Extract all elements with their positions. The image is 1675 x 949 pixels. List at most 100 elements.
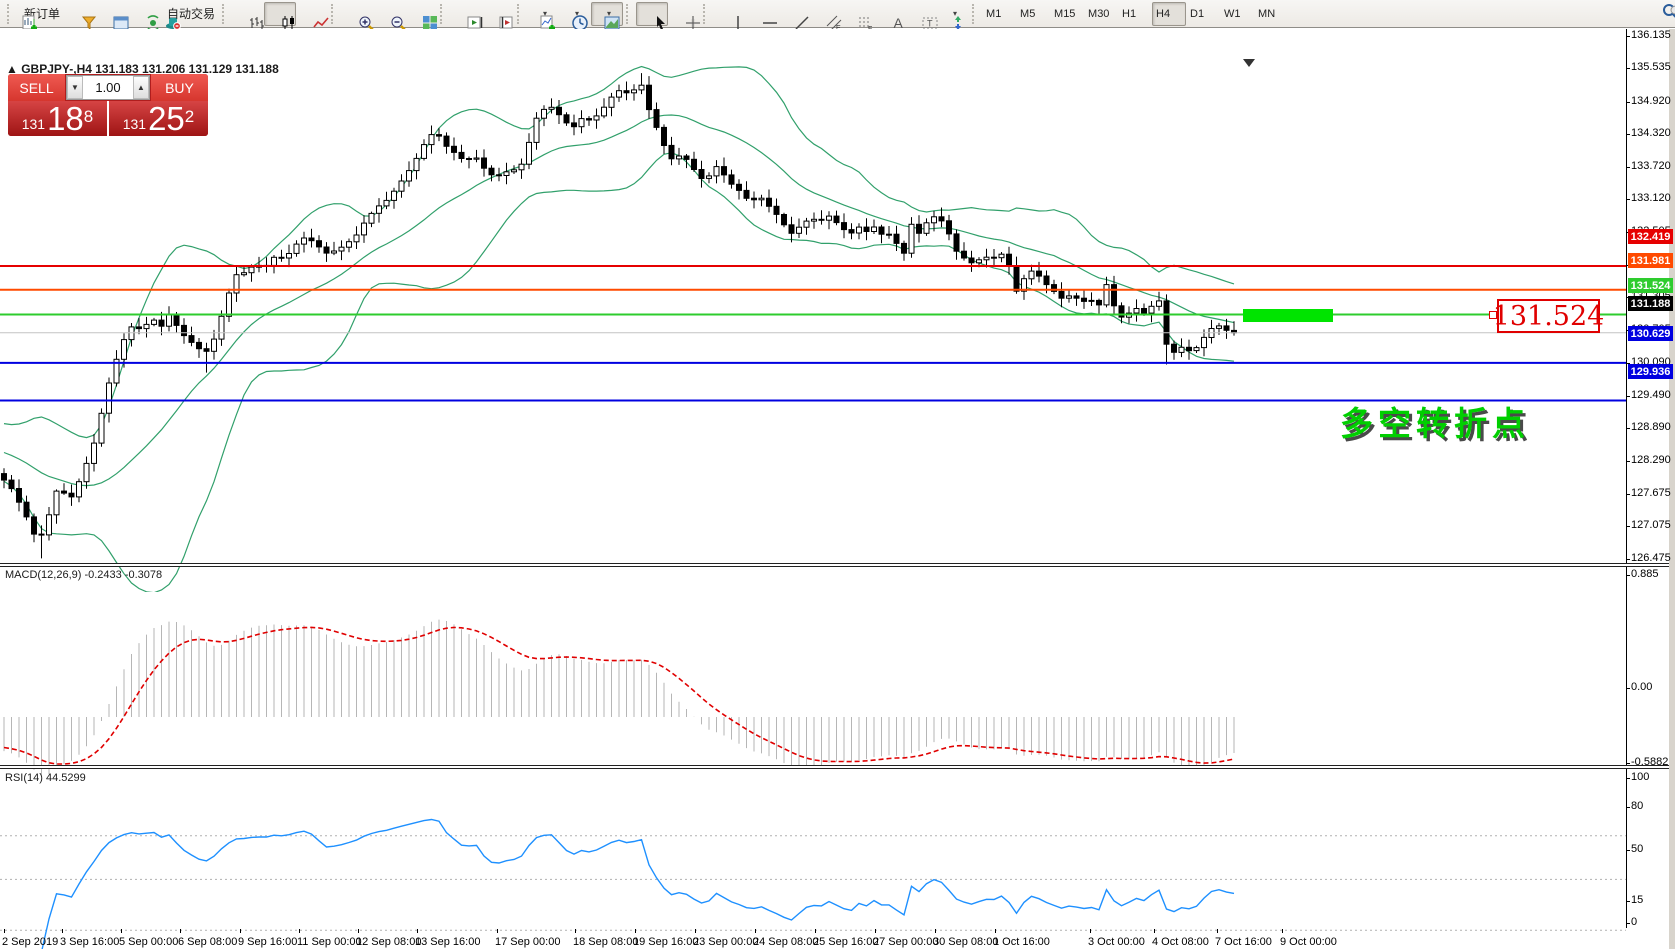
- channel-button[interactable]: E: [809, 2, 842, 32]
- fibo-button[interactable]: F: [841, 2, 873, 32]
- volume-stepper[interactable]: ▼ 1.00 ▲: [66, 75, 150, 100]
- one-click-trade-panel: SELL ▼ 1.00 ▲ BUY 131 18 8 131 25 2: [8, 74, 208, 136]
- tf-mn[interactable]: MN: [1258, 7, 1276, 20]
- window-right-strip[interactable]: [1669, 29, 1675, 949]
- date-tick: [180, 929, 181, 933]
- turning-point-annotation[interactable]: 多空转折点: [1340, 405, 1530, 442]
- volume-value[interactable]: 1.00: [83, 76, 133, 99]
- price-tick: [1626, 199, 1630, 200]
- current-price-badge: 131.188: [1628, 296, 1673, 311]
- tf-m1[interactable]: M1: [986, 7, 1002, 20]
- line-chart-button[interactable]: [296, 2, 329, 27]
- volume-down-icon[interactable]: ▼: [67, 76, 83, 99]
- chart-shift-marker[interactable]: [1243, 59, 1255, 67]
- rsi-tick-label: 15: [1631, 894, 1644, 906]
- level-price-badge: 129.936: [1628, 364, 1673, 379]
- arrows-button[interactable]: ▾: [937, 2, 969, 30]
- level-price-badge: 130.629: [1628, 326, 1673, 341]
- market-watch-button[interactable]: [96, 2, 129, 29]
- tf-h1[interactable]: H1: [1122, 7, 1137, 20]
- volume-up-icon[interactable]: ▲: [133, 76, 149, 99]
- svg-text:T: T: [927, 18, 933, 28]
- trendline-button[interactable]: [777, 2, 809, 30]
- sell-price[interactable]: 131 18 8: [8, 101, 109, 136]
- toolbar-grip: [7, 3, 14, 24]
- candle-chart-button[interactable]: [264, 1, 297, 30]
- toolbar-grip: [972, 3, 979, 24]
- date-tick-label: 25 Sep 16:00: [813, 936, 879, 948]
- date-tick-label: 17 Sep 00:00: [495, 936, 561, 948]
- date-tick-label: 12 Sep 08:00: [356, 936, 422, 948]
- text-button[interactable]: A: [873, 2, 905, 31]
- svg-text:A: A: [894, 15, 904, 31]
- chart-area: ▲ GBPJPY-,H4 131.183 131.206 131.129 131…: [0, 29, 1675, 949]
- signals-button[interactable]: [128, 2, 160, 31]
- profiles-button[interactable]: [64, 2, 97, 30]
- buy-button[interactable]: BUY: [151, 74, 208, 101]
- toolbar-grip: [517, 3, 524, 24]
- zoom-out-button[interactable]: [373, 2, 406, 31]
- tf-m5[interactable]: M5: [1020, 7, 1036, 20]
- price-callout-box[interactable]: 131.524: [1492, 299, 1605, 333]
- zoom-in-button[interactable]: [341, 2, 374, 31]
- bar-chart-button[interactable]: [232, 2, 265, 29]
- date-tick: [575, 929, 576, 933]
- callout-anchor-handle[interactable]: [1489, 311, 1497, 319]
- date-tick-label: 6 Sep 08:00: [178, 936, 238, 948]
- date-tick-label: 19 Sep 16:00: [633, 936, 699, 948]
- price-tick: [1626, 396, 1630, 397]
- sell-price-base: 131: [21, 116, 46, 132]
- date-tick: [995, 929, 996, 933]
- sell-button[interactable]: SELL: [8, 74, 65, 101]
- price-tick: [1626, 526, 1630, 527]
- rsi-tick-label: 80: [1631, 800, 1644, 812]
- macd-canvas: [3, 619, 1235, 775]
- tf-w1[interactable]: W1: [1224, 7, 1241, 20]
- date-tick: [695, 929, 696, 933]
- macd-separator[interactable]: [0, 563, 1669, 567]
- crosshair-button[interactable]: [668, 2, 701, 30]
- level-price-badge: 131.981: [1628, 253, 1673, 268]
- price-tick-label: 126.475: [1631, 552, 1671, 564]
- price-tick-label: 127.075: [1631, 519, 1671, 531]
- cursor-button[interactable]: [636, 1, 669, 30]
- price-tick-label: 135.535: [1631, 61, 1671, 73]
- price-tick: [1626, 36, 1630, 37]
- price-tick: [1626, 134, 1630, 135]
- date-tick-label: 5 Sep 00:00: [119, 936, 179, 948]
- date-tick: [1154, 929, 1155, 933]
- tile-windows-button[interactable]: [405, 2, 438, 30]
- price-tick-label: 136.135: [1631, 29, 1671, 41]
- price-tick: [1626, 559, 1630, 560]
- tf-m15[interactable]: M15: [1054, 7, 1076, 20]
- svg-text:F: F: [868, 26, 872, 32]
- date-tick: [4, 929, 5, 933]
- sell-price-point: 8: [83, 107, 94, 126]
- price-tick-label: 133.120: [1631, 192, 1671, 204]
- candlestick-canvas: [0, 65, 1626, 592]
- autotrade-button[interactable]: 自动交易: [160, 2, 219, 30]
- rsi-tick-label: 0: [1631, 916, 1638, 928]
- periods-button[interactable]: ▾: [559, 2, 591, 31]
- tf-h4[interactable]: H4: [1152, 1, 1187, 26]
- vline-button[interactable]: [713, 2, 745, 30]
- templates-button[interactable]: ▾: [591, 1, 624, 29]
- rsi-canvas: [0, 818, 1626, 949]
- new-order-button[interactable]: 新订单: [17, 2, 64, 31]
- date-tick: [755, 929, 756, 933]
- indicators-button[interactable]: ▾: [527, 2, 559, 31]
- auto-scroll-button[interactable]: [450, 2, 483, 28]
- chart-shift-button[interactable]: [482, 2, 514, 28]
- date-tick-label: 30 Sep 08:00: [933, 936, 999, 948]
- price-tick-label: 133.720: [1631, 160, 1671, 172]
- macd-tick-label: 0.00: [1631, 681, 1653, 693]
- buy-price[interactable]: 131 25 2: [109, 101, 208, 136]
- rsi-separator[interactable]: [0, 765, 1669, 769]
- macd-tick-label: -0.5882: [1631, 756, 1669, 768]
- hline-button[interactable]: [745, 2, 778, 26]
- price-tick: [1626, 494, 1630, 495]
- date-tick: [1090, 929, 1091, 933]
- tf-d1[interactable]: D1: [1190, 7, 1205, 20]
- tf-m30[interactable]: M30: [1088, 7, 1110, 20]
- label-button[interactable]: T: [905, 2, 938, 28]
